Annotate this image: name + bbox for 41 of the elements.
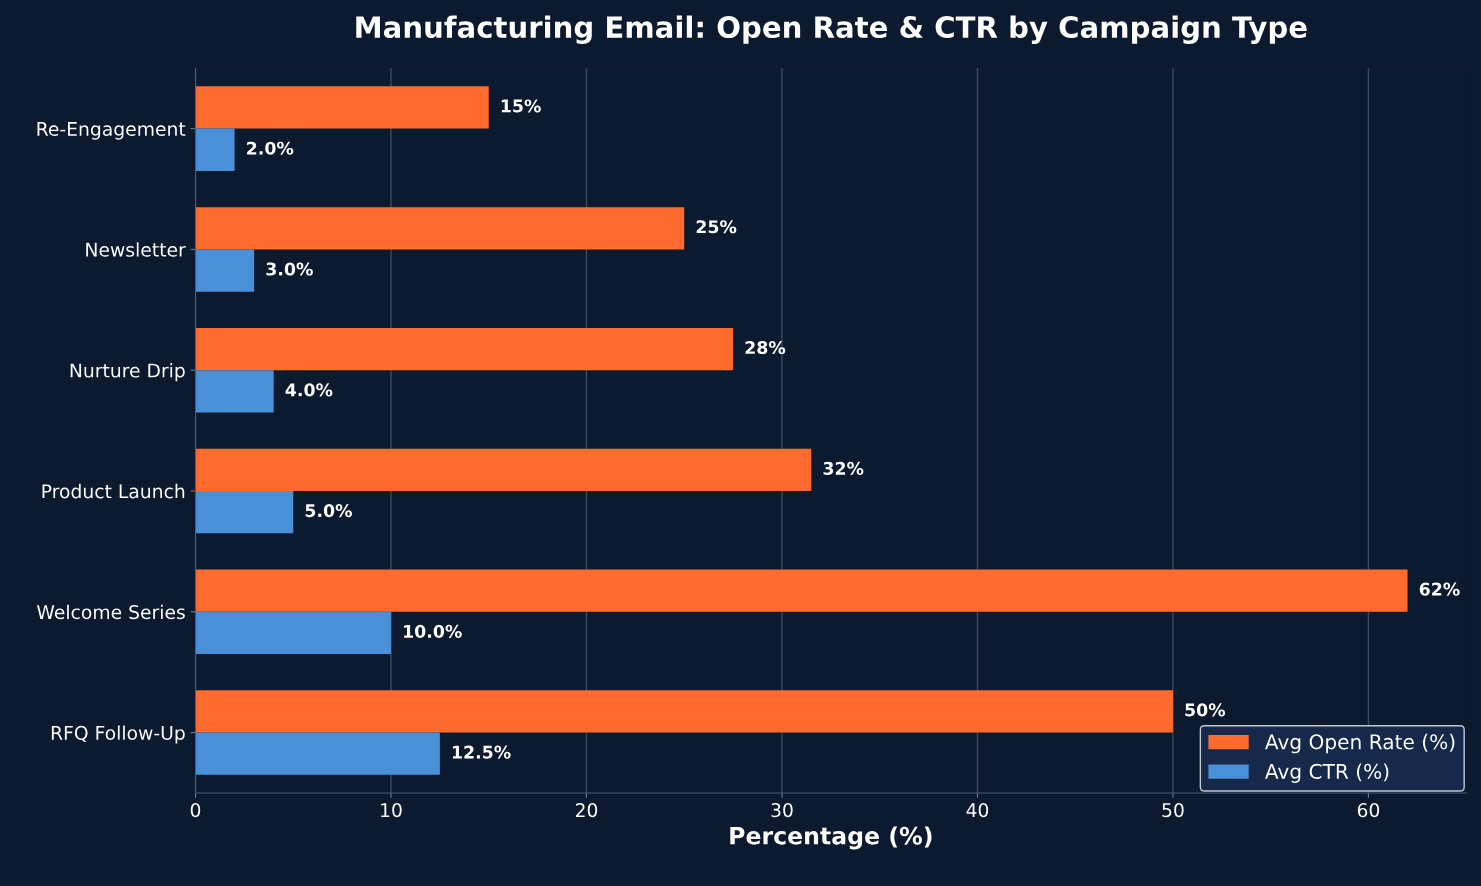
x-axis-title: Percentage (%) — [730, 826, 932, 850]
bar — [195, 207, 685, 250]
data-label: 4.0% — [285, 383, 333, 397]
data-label: 5.0% — [305, 504, 352, 518]
data-label: 15% — [501, 99, 541, 113]
data-label: 28% — [745, 340, 786, 355]
x-tick-label: 60 — [1357, 803, 1380, 818]
bar — [195, 448, 812, 491]
y-tick-label: Newsletter — [86, 242, 186, 257]
y-tick-label: Re-Engagement — [37, 122, 186, 140]
y-tick-label: Nurture Drip — [70, 363, 185, 382]
legend-label: Avg CTR (%) — [1264, 763, 1389, 783]
bar — [195, 690, 1173, 733]
data-label: 50% — [1185, 703, 1226, 717]
data-label: 25% — [696, 220, 737, 234]
data-label: 32% — [823, 461, 864, 475]
data-label: 62% — [1419, 582, 1460, 596]
x-tick-label: 0 — [190, 803, 201, 818]
bar — [195, 249, 255, 292]
x-tick-label: 30 — [771, 803, 793, 818]
data-label: 3.0% — [266, 262, 313, 276]
x-tick-label: 40 — [966, 803, 989, 818]
data-label: 10.0% — [404, 624, 462, 638]
legend-label: Avg Open Rate (%) — [1264, 733, 1455, 754]
bar — [195, 128, 235, 171]
bar — [195, 569, 1408, 612]
y-tick-label: Product Launch — [42, 483, 185, 499]
bar — [195, 732, 440, 775]
bar — [195, 327, 734, 371]
bar — [195, 86, 489, 129]
x-tick-label: 20 — [575, 803, 598, 818]
x-tick-label: 50 — [1162, 803, 1184, 818]
chart-title: Manufacturing Email: Open Rate & CTR by Campaign Type — [356, 15, 1307, 44]
data-label: 12.5% — [452, 745, 511, 759]
y-tick-label: Welcome Series — [37, 604, 185, 620]
data-label: 2.0% — [247, 141, 294, 155]
y-tick-label: RFQ Follow-Up — [51, 725, 185, 744]
x-tick-label: 10 — [381, 803, 402, 818]
bar — [195, 490, 294, 534]
bar — [195, 611, 391, 655]
bar — [195, 370, 274, 413]
